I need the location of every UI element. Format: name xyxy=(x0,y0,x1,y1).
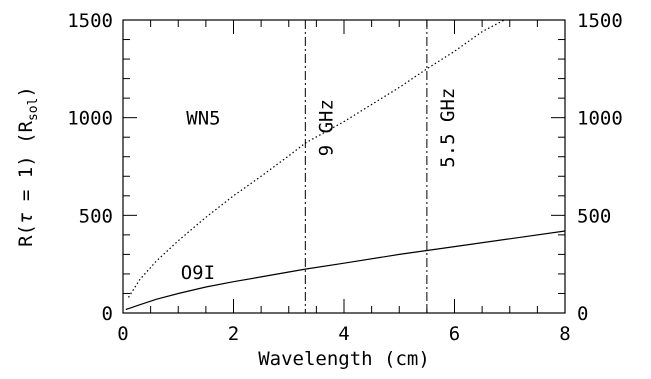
y-axis-label: R(τ = 1) (Rsol) xyxy=(15,86,41,247)
y-label-mid: = 1) (R xyxy=(15,120,37,212)
right-y-tick-label: 1500 xyxy=(577,10,623,32)
ticks xyxy=(122,19,566,314)
curve-label: WN5 xyxy=(186,108,220,130)
frequency-label: 9 GHz xyxy=(315,99,337,156)
x-tick-label: 4 xyxy=(338,323,349,345)
y-label-suffix: ) xyxy=(15,86,37,97)
y-label-sub: sol xyxy=(26,98,41,121)
x-tick-label: 0 xyxy=(117,323,128,345)
right-y-tick-label: 1000 xyxy=(577,108,623,130)
frequency-lines: 9 GHz 5.5 GHz xyxy=(304,20,459,313)
annotations: WN5 O9I xyxy=(181,108,221,284)
x-tick-label: 2 xyxy=(228,323,239,345)
series-line xyxy=(125,230,565,311)
right-y-tick-label: 0 xyxy=(577,303,588,325)
frequency-label: 5.5 GHz xyxy=(437,88,459,168)
series-line xyxy=(127,20,505,298)
curve-label: O9I xyxy=(181,262,215,284)
y-tick-label: 1000 xyxy=(67,108,113,130)
y-label-prefix: R( xyxy=(15,224,37,247)
x-axis-label: Wavelength (cm) xyxy=(258,348,430,370)
series xyxy=(125,20,565,311)
y-tick-label: 500 xyxy=(79,205,113,227)
x-tick-label: 8 xyxy=(559,323,570,345)
right-y-tick-label: 500 xyxy=(577,205,611,227)
y-tick-label: 1500 xyxy=(67,10,113,32)
y-tick-label: 0 xyxy=(102,303,113,325)
y-label-tau: τ xyxy=(15,213,37,224)
x-tick-label: 6 xyxy=(449,323,460,345)
